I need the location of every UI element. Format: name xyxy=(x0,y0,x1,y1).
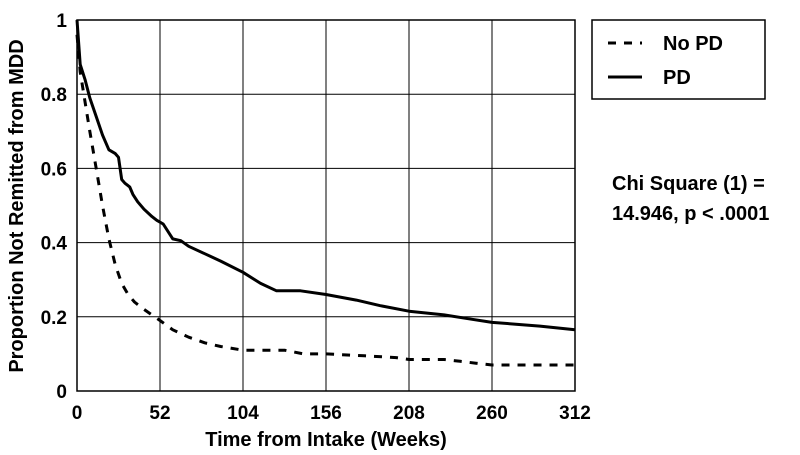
legend-label-pd: PD xyxy=(663,67,691,89)
x-tick-label: 260 xyxy=(476,403,508,424)
y-tick-labels: 0 0.2 0.4 0.6 0.8 1 xyxy=(41,11,68,403)
plot-area-border xyxy=(76,19,576,392)
y-tick-label: 0.6 xyxy=(41,159,67,180)
x-tick-labels: 0 52 104 156 208 260 312 xyxy=(72,403,591,424)
y-tick-label: 1 xyxy=(56,11,67,32)
series-line-no-pd xyxy=(75,34,575,367)
y-tick-label: 0 xyxy=(56,382,67,403)
x-tick-label: 156 xyxy=(310,403,342,424)
stat-annotation-line1: Chi Square (1) = xyxy=(612,173,765,195)
x-tick-label: 104 xyxy=(227,403,259,424)
y-axis-title: Proportion Not Remitted from MDD xyxy=(6,39,28,372)
y-tick-label: 0.8 xyxy=(41,85,67,106)
legend-box xyxy=(591,19,766,100)
y-tick-label: 0.4 xyxy=(41,234,68,255)
series-line-pd xyxy=(75,19,576,332)
x-tick-label: 208 xyxy=(393,403,425,424)
y-tick-label: 0.2 xyxy=(41,308,67,329)
x-tick-label: 312 xyxy=(559,403,591,424)
x-tick-label: 52 xyxy=(149,403,170,424)
series-group xyxy=(75,19,576,367)
legend: No PD PD xyxy=(591,19,766,100)
x-tick-label: 0 xyxy=(72,403,83,424)
legend-label-no-pd: No PD xyxy=(663,33,723,55)
stat-annotation-line2: 14.946, p < .0001 xyxy=(612,203,769,225)
x-axis-title: Time from Intake (Weeks) xyxy=(205,429,447,451)
